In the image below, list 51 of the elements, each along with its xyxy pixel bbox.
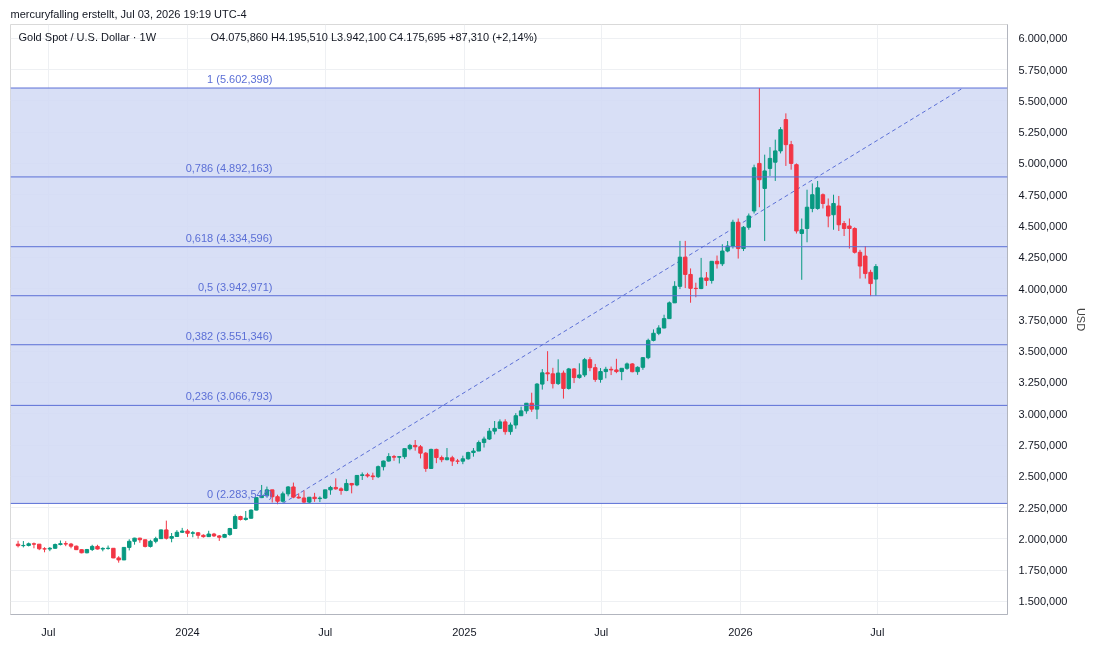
y-tick-label: 5.000,000 (1018, 157, 1068, 170)
y-tick-label: 4.750,000 (1018, 188, 1068, 201)
candlestick (836, 195, 842, 232)
y-tick-label: 2.750,000 (1018, 439, 1068, 452)
y-tick-label: 3.750,000 (1018, 313, 1068, 326)
candlestick (873, 263, 879, 297)
y-tick-label: 3.000,000 (1018, 407, 1068, 420)
candlestick (444, 447, 450, 461)
y-tick-label: 5.500,000 (1018, 94, 1068, 107)
candlestick (757, 87, 762, 208)
y-tick-label: 4.000,000 (1018, 282, 1068, 295)
ref-line-label: 1 (5.602,398) (207, 73, 273, 86)
candlestick (799, 218, 804, 281)
x-tick-label: Jul (318, 625, 333, 638)
candlestick (164, 520, 169, 541)
candlestick (831, 194, 836, 231)
candlestick (826, 197, 831, 228)
y-tick-label: 1.750,000 (1018, 564, 1068, 577)
ref-line-label: 0,786 (4.892,163) (185, 161, 273, 174)
y-tick-label: 4.250,000 (1018, 251, 1068, 264)
y-tick-label: 6.000,000 (1018, 32, 1068, 45)
x-tick-label: Jul (870, 625, 885, 638)
x-tick-label: 2025 (452, 625, 477, 638)
candlestick (762, 154, 767, 242)
x-tick-label: Jul (41, 625, 56, 638)
y-axis-title: USD (1075, 307, 1088, 332)
ref-line-label: 0,382 (3.551,346) (185, 329, 273, 342)
text: Gold Spot / U.S. Dollar · 1W (18, 30, 157, 43)
candlestick (698, 257, 704, 290)
candlestick (529, 392, 534, 413)
y-tick-label: 2.000,000 (1018, 532, 1068, 545)
text: mercuryfalling erstellt, Jul 03, 2026 19:19 UTC-4 (10, 7, 247, 20)
candlestick (555, 358, 561, 386)
x-tick-label: Jul (594, 625, 609, 638)
candlestick (709, 260, 714, 285)
y-tick-label: 3.250,000 (1018, 376, 1068, 389)
candlestick (561, 370, 566, 400)
x-tick-label: 2024 (175, 625, 200, 638)
y-tick-label: 1.500,000 (1018, 595, 1068, 608)
x-tick-label: 2026 (728, 625, 753, 638)
y-tick-label: 5.250,000 (1018, 126, 1068, 139)
ref-line-label: 0,618 (4.334,596) (185, 231, 273, 244)
ref-line-label: 0,236 (3.066,793) (185, 390, 273, 403)
candlestick (391, 454, 397, 462)
y-tick-label: 3.500,000 (1018, 345, 1068, 358)
text: O4.075,860 H4.195,510 L3.942,100 C4.175,695 +87,310 (+2,14%) (210, 30, 538, 43)
ref-line-label: 0,5 (3.942,971) (197, 280, 273, 293)
y-tick-label: 2.250,000 (1018, 501, 1068, 514)
y-tick-label: 4.500,000 (1018, 220, 1068, 233)
y-tick-label: 5.750,000 (1018, 63, 1068, 76)
y-tick-label: 2.500,000 (1018, 470, 1068, 483)
